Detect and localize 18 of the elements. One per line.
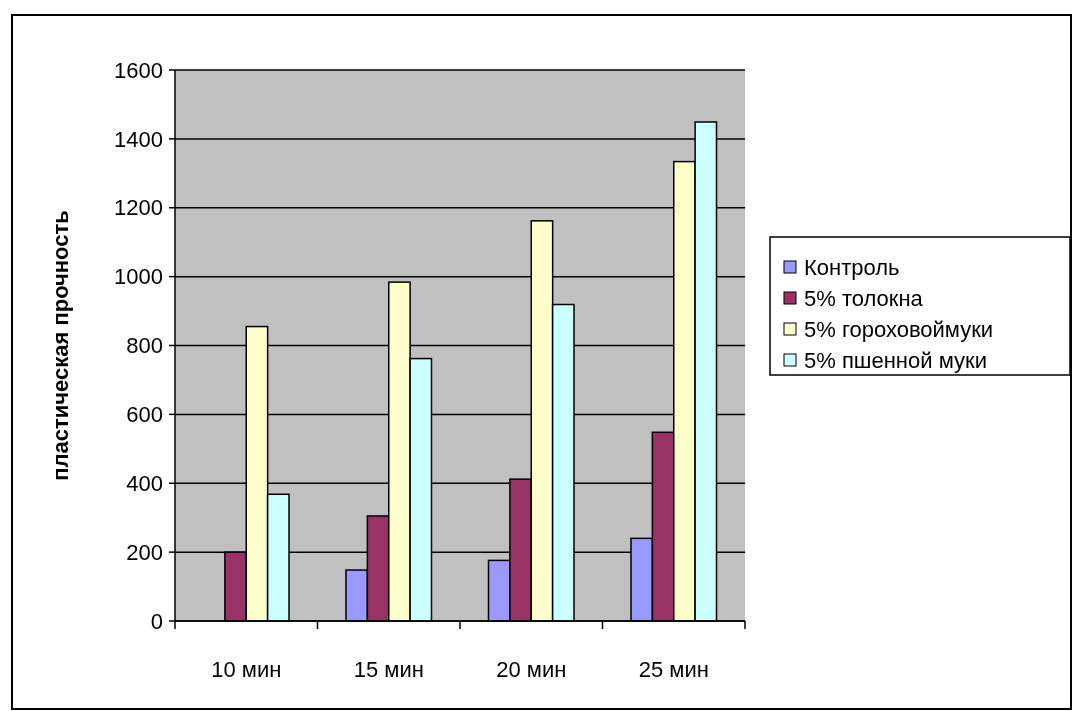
legend-label: 5% пшенной муки	[804, 347, 987, 373]
y-tick-label: 600	[126, 402, 163, 428]
y-tick-label: 1600	[114, 57, 163, 83]
x-tick-label: 10 мин	[211, 657, 282, 682]
y-tick-label: 400	[126, 470, 163, 496]
y-tick-label: 200	[126, 539, 163, 565]
x-tick-label: 15 мин	[353, 657, 424, 682]
y-tick-label: 0	[150, 608, 163, 634]
y-tick-label: 800	[126, 333, 163, 359]
y-tick-label: 1000	[114, 264, 163, 290]
y-tick-label: 1400	[114, 126, 163, 152]
x-tick-label: 20 мин	[496, 657, 567, 682]
x-tick-label: 25 мин	[638, 657, 709, 682]
y-axis-title: пластическая прочность	[48, 210, 73, 481]
legend-label: 5% гороховоймуки	[804, 316, 994, 342]
legend-label: 5% толокна	[804, 285, 924, 311]
legend-label: Контроль	[804, 254, 900, 280]
y-tick-label: 1200	[114, 195, 163, 221]
